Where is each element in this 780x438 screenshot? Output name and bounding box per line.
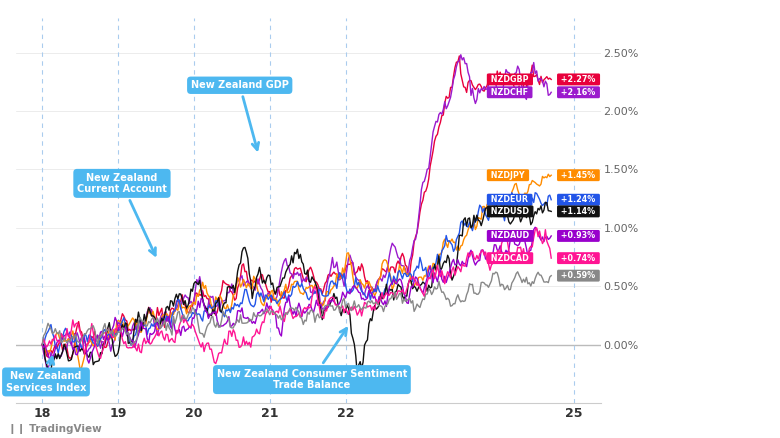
Text: NZDUSD: NZDUSD [488,207,532,216]
Text: New Zealand
Current Account: New Zealand Current Account [77,173,167,255]
Text: NZDAUD: NZDAUD [488,231,532,240]
Text: ❙❙ TradingView: ❙❙ TradingView [8,424,101,434]
Text: +1.45%: +1.45% [558,171,598,180]
Text: +0.59%: +0.59% [558,271,598,280]
Text: +0.93%: +0.93% [558,231,598,240]
Text: +1.24%: +1.24% [558,195,598,204]
Text: NZDCHF: NZDCHF [488,88,531,97]
Text: +2.27%: +2.27% [558,75,598,84]
Text: NZDCAD: NZDCAD [488,254,532,263]
Text: +2.16%: +2.16% [558,88,598,97]
Text: NZDJPY: NZDJPY [488,171,527,180]
Text: NZDEUR: NZDEUR [488,195,531,204]
Text: +1.14%: +1.14% [558,207,598,216]
Text: NZDGBP: NZDGBP [488,75,531,84]
Text: +0.74%: +0.74% [558,254,598,263]
Text: New Zealand Consumer Sentiment
Trade Balance: New Zealand Consumer Sentiment Trade Bal… [217,328,407,390]
Text: New Zealand GDP: New Zealand GDP [191,80,289,150]
Text: New Zealand
Services Index: New Zealand Services Index [5,357,86,393]
